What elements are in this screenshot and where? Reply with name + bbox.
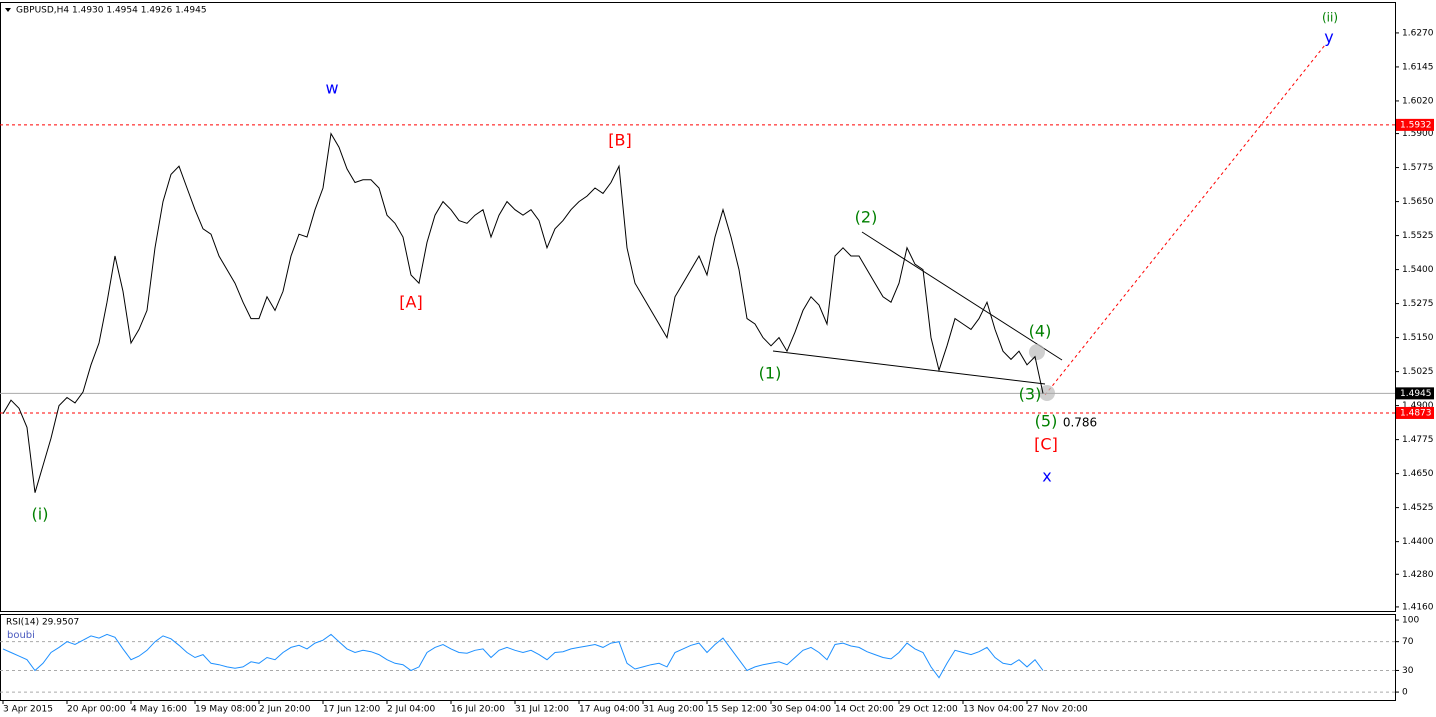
y-tick-label: 70 — [1402, 637, 1414, 647]
x-tick-label: 30 Sep 04:00 — [771, 705, 831, 715]
wave-label: x — [1042, 467, 1051, 486]
trend-line — [772, 350, 1046, 385]
y-tick-label: 1.6145 — [1402, 62, 1434, 72]
y-tick-label: 1.5900 — [1402, 129, 1434, 139]
wave-label: (i) — [32, 505, 49, 524]
price-tag — [1396, 387, 1434, 400]
x-tick-label: 4 May 16:00 — [131, 705, 187, 715]
y-tick-label: 1.6270 — [1402, 28, 1434, 38]
price-line — [2, 633, 1044, 679]
y-tick-label: 1.5400 — [1402, 265, 1434, 275]
y-tick-label: 0 — [1402, 688, 1408, 698]
wave-label: [B] — [608, 131, 631, 150]
wave-label: w — [325, 79, 338, 98]
y-tick-label: 1.5150 — [1402, 333, 1434, 343]
y-tick-label: 1.5775 — [1402, 163, 1434, 173]
wave-label: (2) — [855, 208, 878, 227]
y-tick-label: 1.5525 — [1402, 231, 1434, 241]
wave-label: [A] — [399, 293, 422, 312]
rsi-title: RSI(14) 29.9507 — [6, 618, 79, 628]
x-tick-label: 27 Nov 20:00 — [1027, 705, 1088, 715]
wave-label: (1) — [759, 364, 782, 383]
x-tick-label: 17 Aug 04:00 — [579, 705, 640, 715]
y-tick-label: 1.4160 — [1402, 602, 1434, 612]
projection-line — [1044, 44, 1326, 396]
price-tag-label: 1.5932 — [1400, 120, 1432, 130]
header-icon — [5, 8, 11, 12]
y-tick-label: 1.4525 — [1402, 503, 1434, 513]
price-tag-label: 1.4945 — [1400, 389, 1432, 399]
rsi-frame — [0, 614, 1396, 701]
price-line — [2, 132, 1044, 493]
y-tick-label: 1.4775 — [1402, 435, 1434, 445]
wave-label: [C] — [1034, 435, 1058, 454]
y-tick-label: 1.4650 — [1402, 469, 1434, 479]
y-tick-label: 1.4900 — [1402, 401, 1434, 411]
indicator-label: boubi — [7, 630, 35, 641]
wave-label: (3) — [1019, 385, 1042, 404]
main-frame — [0, 2, 1396, 612]
y-tick-label: 1.5275 — [1402, 299, 1434, 309]
y-tick-label: 1.4400 — [1402, 537, 1434, 547]
x-tick-label: 3 Apr 2015 — [3, 705, 53, 715]
x-tick-label: 14 Oct 20:00 — [835, 705, 894, 715]
y-tick-label: 1.5650 — [1402, 197, 1434, 207]
x-tick-label: 2 Jun 20:00 — [259, 705, 311, 715]
wave-label: 0.786 — [1063, 416, 1097, 430]
x-tick-label: 19 May 08:00 — [195, 705, 257, 715]
chart-title: GBPUSD,H4 1.4930 1.4954 1.4926 1.4945 — [16, 6, 207, 16]
x-tick-label: 2 Jul 04:00 — [387, 705, 436, 715]
y-tick-label: 1.5025 — [1402, 367, 1434, 377]
x-tick-label: 29 Oct 12:00 — [899, 705, 958, 715]
wave-label: (ii) — [1322, 11, 1338, 25]
y-tick-label: 100 — [1402, 616, 1419, 626]
y-tick-label: 1.6020 — [1402, 96, 1434, 106]
wave-label: (4) — [1029, 322, 1052, 341]
price-tag — [1396, 406, 1434, 419]
x-tick-label: 15 Sep 12:00 — [707, 705, 767, 715]
y-tick-label: 1.4280 — [1402, 570, 1434, 580]
x-tick-label: 31 Aug 20:00 — [643, 705, 704, 715]
x-tick-label: 31 Jul 12:00 — [515, 705, 569, 715]
wave-label: (5) — [1035, 412, 1058, 431]
x-tick-label: 20 Apr 00:00 — [67, 705, 126, 715]
wave-label: y — [1324, 28, 1333, 47]
x-tick-label: 13 Nov 04:00 — [963, 705, 1024, 715]
price-tag — [1396, 118, 1434, 131]
price-tag-label: 1.4873 — [1400, 408, 1432, 418]
x-tick-label: 17 Jun 12:00 — [323, 705, 380, 715]
trend-line — [861, 231, 1063, 361]
y-tick-label: 30 — [1402, 666, 1414, 676]
x-tick-label: 16 Jul 20:00 — [451, 705, 505, 715]
marker — [1029, 344, 1045, 360]
